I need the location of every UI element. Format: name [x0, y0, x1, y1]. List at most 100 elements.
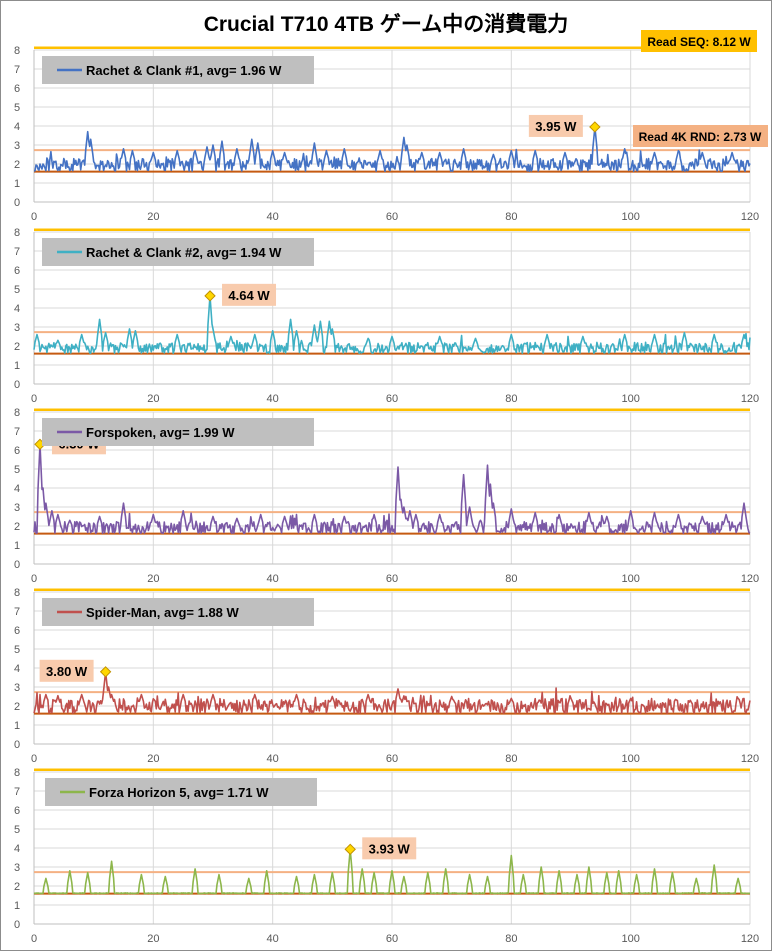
legend-box — [45, 778, 317, 806]
y-tick-label: 2 — [14, 881, 20, 893]
y-tick-label: 1 — [14, 178, 20, 190]
legend-box — [42, 56, 314, 84]
x-tick-label: 80 — [505, 933, 517, 945]
x-tick-label: 20 — [147, 211, 159, 223]
legend-box — [42, 238, 314, 266]
y-tick-label: 8 — [14, 587, 20, 599]
read-seq-label: Read SEQ: 8.12 W — [647, 35, 751, 49]
series-line — [33, 443, 751, 535]
y-tick-label: 5 — [14, 102, 20, 114]
y-tick-label: 6 — [14, 625, 20, 637]
y-tick-label: 1 — [14, 720, 20, 732]
y-tick-label: 0 — [14, 379, 20, 391]
x-tick-label: 100 — [621, 753, 639, 765]
x-tick-label: 100 — [621, 211, 639, 223]
y-tick-label: 8 — [14, 45, 20, 57]
series-line — [33, 126, 751, 172]
x-tick-label: 100 — [621, 933, 639, 945]
y-tick-label: 2 — [14, 701, 20, 713]
legend-label: Forspoken, avg= 1.99 W — [86, 425, 235, 440]
peak-label-box — [528, 114, 583, 137]
legend-label: Rachet & Clank #1, avg= 1.96 W — [86, 63, 282, 78]
x-tick-label: 120 — [741, 933, 759, 945]
y-tick-label: 8 — [14, 227, 20, 239]
x-tick-label: 0 — [31, 393, 37, 405]
y-tick-label: 5 — [14, 824, 20, 836]
x-tick-label: 100 — [621, 573, 639, 585]
y-tick-label: 8 — [14, 767, 20, 779]
peak-label: 3.95 W — [535, 119, 577, 134]
y-tick-label: 5 — [14, 464, 20, 476]
series-line — [33, 670, 751, 715]
series-line — [33, 294, 751, 355]
x-tick-label: 80 — [505, 211, 517, 223]
y-tick-label: 0 — [14, 559, 20, 571]
peak-marker — [204, 290, 216, 302]
x-tick-label: 120 — [741, 753, 759, 765]
y-tick-label: 1 — [14, 360, 20, 372]
y-tick-label: 7 — [14, 786, 20, 798]
y-tick-label: 4 — [14, 483, 20, 495]
y-tick-label: 3 — [14, 502, 20, 514]
x-tick-label: 60 — [386, 933, 398, 945]
y-tick-label: 3 — [14, 862, 20, 874]
x-tick-label: 60 — [386, 211, 398, 223]
y-tick-label: 3 — [14, 322, 20, 334]
y-tick-label: 4 — [14, 303, 20, 315]
x-tick-label: 0 — [31, 933, 37, 945]
read-seq-badge — [641, 30, 757, 52]
y-tick-label: 2 — [14, 341, 20, 353]
x-tick-label: 0 — [31, 211, 37, 223]
x-tick-label: 20 — [147, 393, 159, 405]
y-tick-label: 2 — [14, 521, 20, 533]
peak-marker — [344, 843, 356, 856]
y-tick-label: 8 — [14, 407, 20, 419]
x-tick-label: 40 — [267, 393, 279, 405]
peak-label-box — [222, 283, 277, 306]
x-tick-label: 60 — [386, 573, 398, 585]
legend-label: Spider-Man, avg= 1.88 W — [86, 605, 240, 620]
x-tick-label: 20 — [147, 933, 159, 945]
x-tick-label: 80 — [505, 753, 517, 765]
y-tick-label: 6 — [14, 445, 20, 457]
x-tick-label: 80 — [505, 393, 517, 405]
peak-label: 4.64 W — [228, 288, 270, 303]
y-tick-label: 7 — [14, 426, 20, 438]
read-rnd-label: Read 4K RND: 2.73 W — [639, 130, 762, 144]
x-tick-label: 40 — [267, 211, 279, 223]
read-rnd-badge — [633, 125, 768, 147]
x-tick-label: 0 — [31, 753, 37, 765]
x-tick-label: 100 — [621, 393, 639, 405]
y-tick-label: 0 — [14, 919, 20, 931]
x-tick-label: 120 — [741, 573, 759, 585]
x-tick-label: 60 — [386, 753, 398, 765]
x-tick-label: 40 — [267, 753, 279, 765]
y-tick-label: 0 — [14, 197, 20, 209]
legend-label: Forza Horizon 5, avg= 1.71 W — [89, 785, 269, 800]
y-tick-label: 4 — [14, 663, 20, 675]
chart-panel-3: 0123456780204060801001206.30 WForspoken,… — [14, 407, 759, 585]
y-tick-label: 3 — [14, 140, 20, 152]
y-tick-label: 6 — [14, 805, 20, 817]
chart-title: Crucial T710 4TB ゲーム中の消費電力 — [203, 13, 569, 36]
x-tick-label: 80 — [505, 573, 517, 585]
x-tick-label: 0 — [31, 573, 37, 585]
x-tick-label: 20 — [147, 573, 159, 585]
peak-label: 3.80 W — [46, 664, 88, 679]
peak-label: 3.93 W — [369, 841, 411, 856]
x-tick-label: 120 — [741, 393, 759, 405]
x-tick-label: 40 — [267, 573, 279, 585]
y-tick-label: 6 — [14, 265, 20, 277]
legend-box — [42, 598, 314, 626]
legend-label: Rachet & Clank #2, avg= 1.94 W — [86, 245, 282, 260]
peak-label-box — [362, 837, 417, 860]
y-tick-label: 7 — [14, 64, 20, 76]
x-tick-label: 60 — [386, 393, 398, 405]
x-tick-label: 20 — [147, 753, 159, 765]
peak-marker — [589, 121, 601, 133]
x-tick-label: 120 — [741, 211, 759, 223]
